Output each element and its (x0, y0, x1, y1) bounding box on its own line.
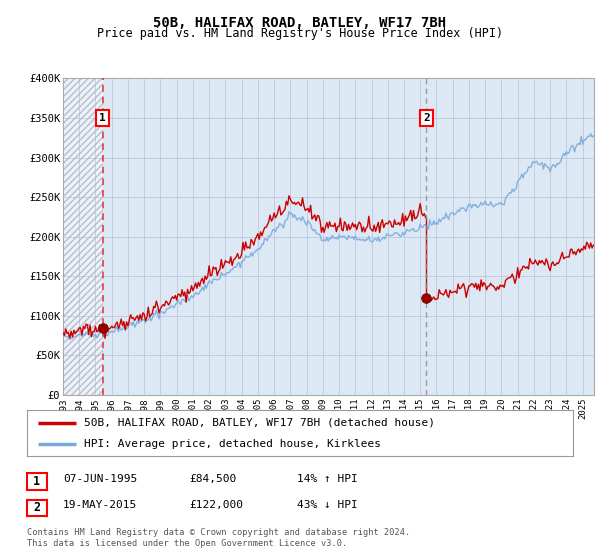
Text: 50B, HALIFAX ROAD, BATLEY, WF17 7BH: 50B, HALIFAX ROAD, BATLEY, WF17 7BH (154, 16, 446, 30)
Text: 2: 2 (423, 113, 430, 123)
Text: Contains HM Land Registry data © Crown copyright and database right 2024.
This d: Contains HM Land Registry data © Crown c… (27, 528, 410, 548)
Text: 2: 2 (34, 501, 40, 515)
Text: HPI: Average price, detached house, Kirklees: HPI: Average price, detached house, Kirk… (85, 439, 382, 449)
Text: 1: 1 (99, 113, 106, 123)
Text: £84,500: £84,500 (189, 474, 236, 484)
Text: 50B, HALIFAX ROAD, BATLEY, WF17 7BH (detached house): 50B, HALIFAX ROAD, BATLEY, WF17 7BH (det… (85, 418, 436, 428)
Text: 1: 1 (34, 475, 40, 488)
Text: 14% ↑ HPI: 14% ↑ HPI (297, 474, 358, 484)
Text: Price paid vs. HM Land Registry's House Price Index (HPI): Price paid vs. HM Land Registry's House … (97, 27, 503, 40)
Text: £122,000: £122,000 (189, 501, 243, 511)
Text: 43% ↓ HPI: 43% ↓ HPI (297, 501, 358, 511)
Text: 19-MAY-2015: 19-MAY-2015 (63, 501, 137, 511)
Text: 07-JUN-1995: 07-JUN-1995 (63, 474, 137, 484)
